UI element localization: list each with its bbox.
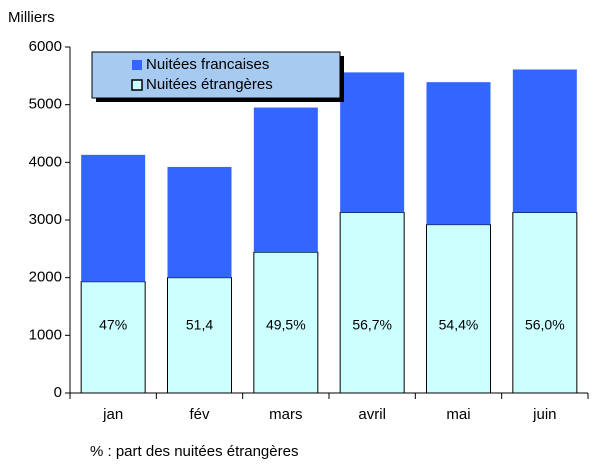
x-tick-label: mai: [446, 406, 470, 423]
bar-annotation: 56,7%: [352, 317, 392, 333]
bar-segment: [426, 224, 491, 394]
bar-annotation: 49,5%: [266, 317, 306, 333]
bar-segment: [340, 72, 405, 213]
legend-swatch: [131, 79, 143, 91]
bar-segment: [426, 82, 491, 225]
bar-segment: [81, 154, 146, 282]
x-tick-label: avril: [358, 406, 386, 423]
bar-annotation: 54,4%: [439, 317, 479, 333]
y-axis-label: Milliers: [8, 9, 55, 26]
y-tick-label: 3000: [29, 211, 62, 228]
y-tick-label: 1000: [29, 326, 62, 343]
x-tick-label: juin: [532, 406, 556, 423]
bar-segment: [167, 277, 232, 394]
bar-annotation: 47%: [99, 317, 127, 333]
y-tick-label: 6000: [29, 38, 62, 55]
y-tick-label: 0: [54, 384, 62, 401]
bar-segment: [80, 281, 146, 394]
y-tick-label: 2000: [29, 269, 62, 286]
y-tick-label: 5000: [29, 96, 62, 113]
x-tick-label: fév: [189, 406, 210, 423]
legend-label: Nuitées francaises: [146, 56, 269, 73]
x-tick-label: mars: [269, 406, 302, 423]
bar-segment: [512, 69, 577, 213]
legend-swatch: [132, 60, 142, 70]
bar-segment: [512, 212, 578, 394]
bar-segment: [253, 107, 318, 253]
y-tick-label: 4000: [29, 153, 62, 170]
bar-annotation: 51,4: [186, 317, 213, 333]
note: % : part des nuitées étrangères: [90, 443, 298, 460]
bar-annotation: 56,0%: [525, 317, 565, 333]
x-tick-label: jan: [102, 406, 123, 423]
legend-label: Nuitées étrangères: [146, 76, 273, 93]
bar-segment: [167, 166, 232, 278]
bar-segment: [339, 212, 405, 394]
